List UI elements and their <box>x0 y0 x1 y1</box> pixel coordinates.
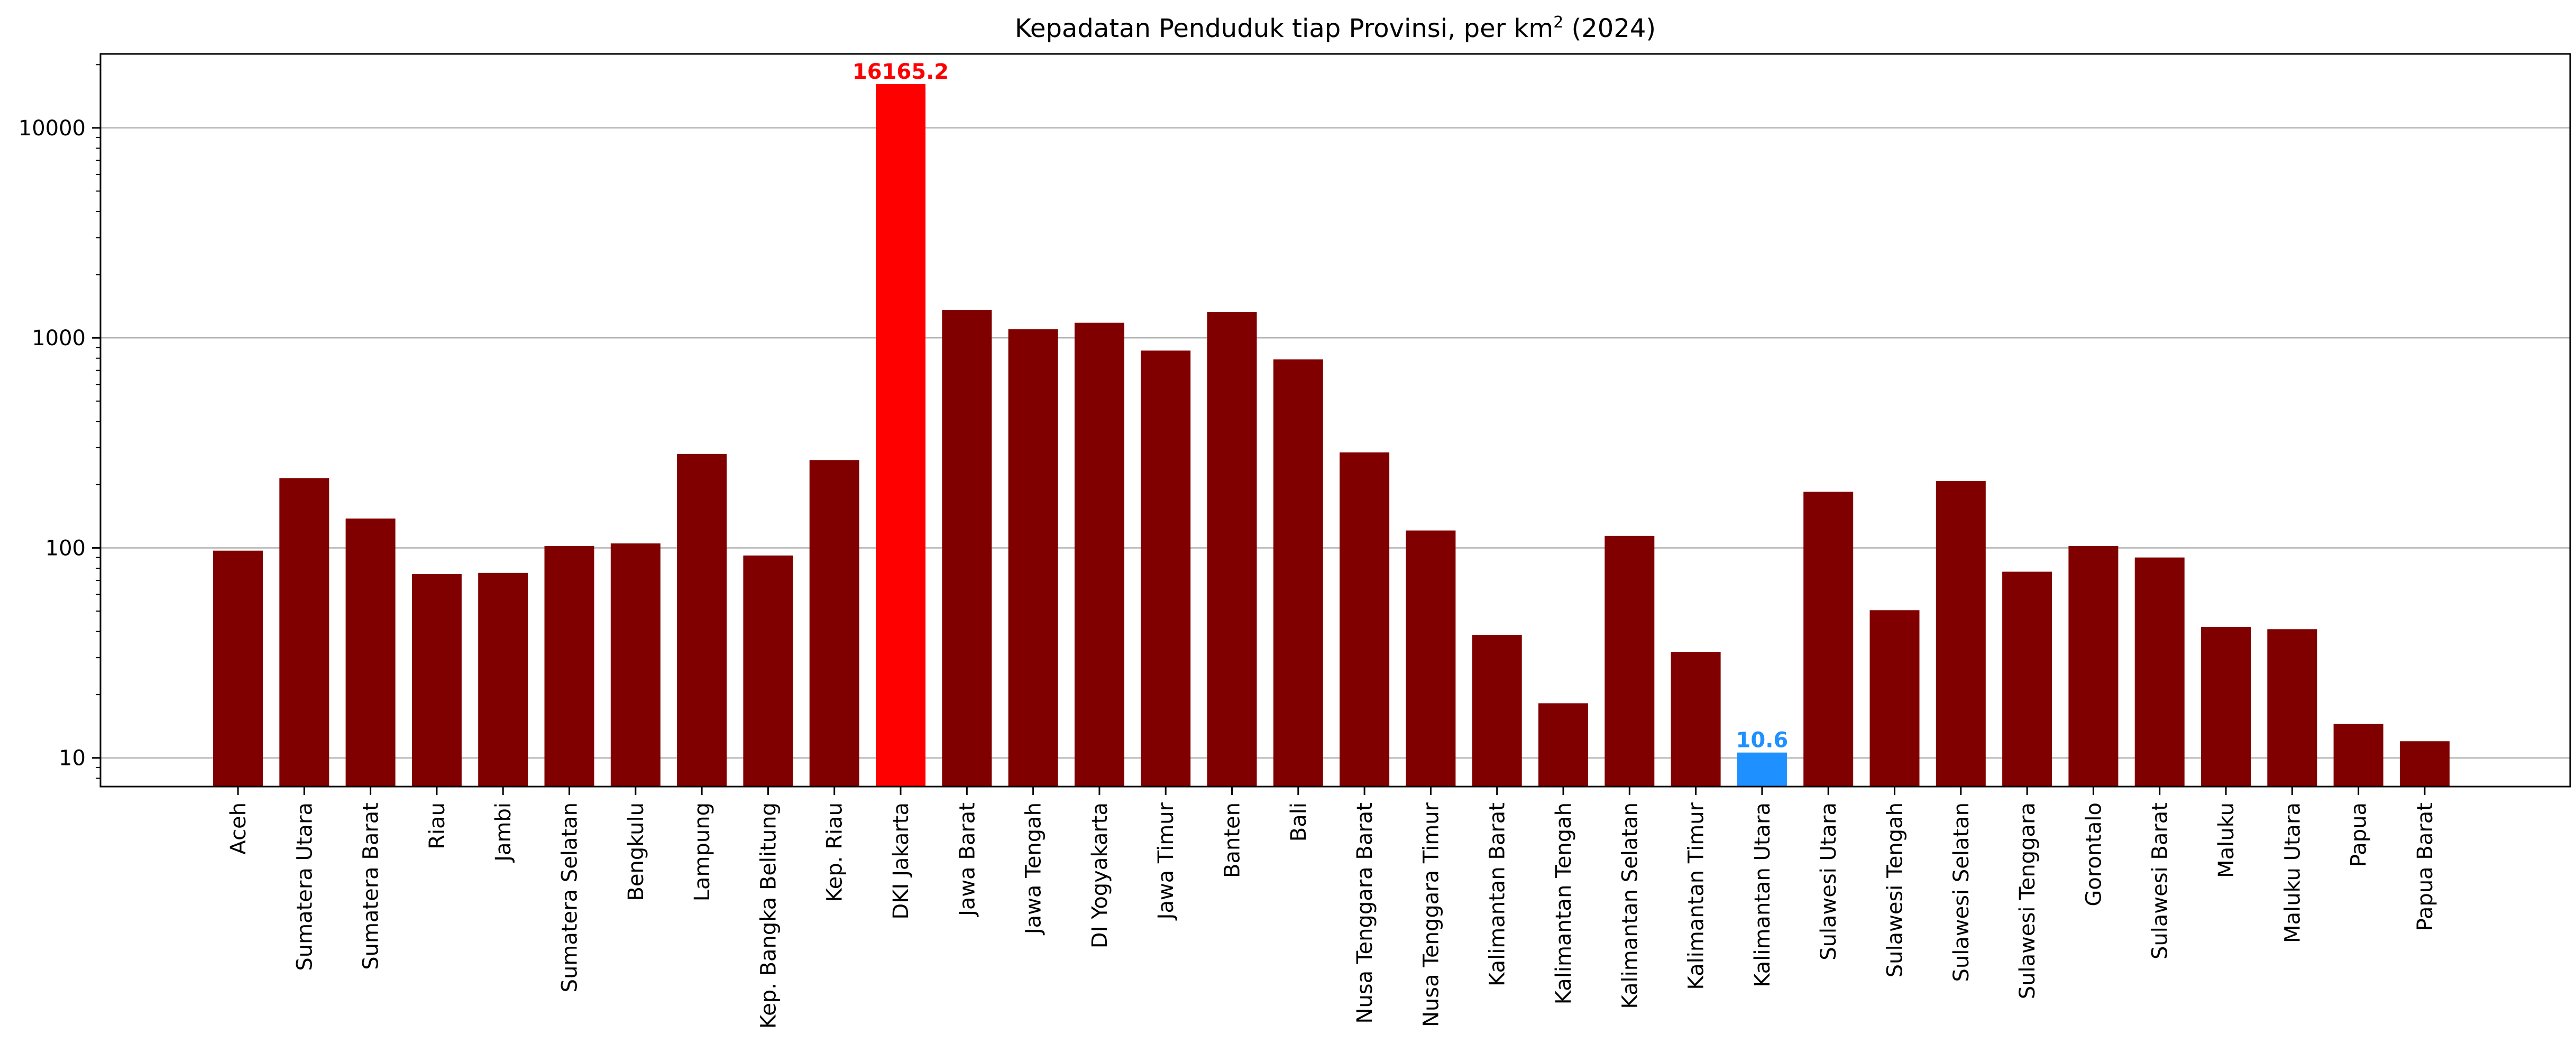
bar <box>1869 610 1920 787</box>
bar <box>942 310 992 787</box>
bar <box>411 574 462 787</box>
x-tick-label: Jawa Barat <box>955 802 979 918</box>
bar <box>279 478 329 787</box>
y-axis: 10 100 1000 10000 <box>19 64 100 779</box>
plot-frame <box>99 53 2571 788</box>
bar <box>345 518 396 787</box>
x-tick-label: Sumatera Utara <box>292 802 317 971</box>
x-tick-label: Maluku Utara <box>2280 802 2305 943</box>
x-tick-label: Sumatera Barat <box>359 802 383 970</box>
y-tick-label: 10000 <box>19 116 86 141</box>
bar <box>1141 350 1191 787</box>
bar <box>1605 535 1655 787</box>
x-tick-label: Kalimantan Utara <box>1750 802 1775 987</box>
x-tick-label: Banten <box>1221 802 1245 878</box>
bar <box>2333 724 2384 787</box>
bar <box>743 555 793 787</box>
bar <box>1671 652 1721 787</box>
bar <box>677 454 727 787</box>
grid-layer <box>100 127 2570 759</box>
bar <box>809 460 859 787</box>
bars-layer <box>213 84 2450 787</box>
chart-title: Kepadatan Penduduk tiap Provinsi, per km… <box>1015 13 1656 43</box>
x-tick-label: Bengkulu <box>624 802 648 901</box>
x-tick-label: Kalimantan Barat <box>1486 802 1510 986</box>
bar <box>1008 329 1058 787</box>
y-tick-label: 100 <box>45 536 86 560</box>
x-tick-label: DKI Jakarta <box>889 802 913 919</box>
bar <box>1207 311 1257 787</box>
x-tick-label: Sumatera Selatan <box>558 802 582 992</box>
x-tick-label: Bali <box>1287 802 1311 842</box>
x-tick-label: Nusa Tenggara Timur <box>1419 802 1443 1027</box>
x-tick-label: Kalimantan Timur <box>1684 802 1709 990</box>
x-tick-label: Kalimantan Selatan <box>1618 802 1642 1009</box>
y-tick-label: 10 <box>59 746 86 771</box>
x-tick-label: Jawa Tengah <box>1022 802 1046 936</box>
chart-title-superscript: 2 <box>1553 13 1563 32</box>
x-tick-label: Aceh <box>226 802 251 855</box>
bar <box>2002 571 2052 787</box>
x-tick-label: Nusa Tenggara Barat <box>1353 802 1377 1024</box>
x-axis: Aceh Sumatera Utara Sumatera Barat Riau Jamb… <box>226 787 2437 1029</box>
x-tick-label: Lampung <box>690 802 714 901</box>
x-tick-label: Jawa Timur <box>1154 802 1178 921</box>
x-tick-label: DI Yogyakarta <box>1088 802 1112 948</box>
data-labels-layer: 16165.2 10.6 <box>852 60 1788 753</box>
bar <box>1074 322 1124 787</box>
chart-title-main: Kepadatan Penduduk tiap Provinsi, per km <box>1015 14 1553 43</box>
bar <box>2201 627 2251 787</box>
bar <box>1472 635 1522 787</box>
x-tick-label: Riau <box>425 802 450 849</box>
bar <box>1803 492 1854 787</box>
y-tick-label: 1000 <box>32 326 86 350</box>
x-tick-label: Sulawesi Utara <box>1817 802 1841 960</box>
bar <box>2068 546 2119 787</box>
x-tick-label: Sulawesi Barat <box>2148 802 2172 959</box>
bar <box>1737 752 1787 787</box>
bar <box>610 543 661 787</box>
bar <box>2267 629 2317 787</box>
bar <box>1936 481 1986 787</box>
bar <box>1538 703 1588 787</box>
bar <box>1340 452 1390 787</box>
bar <box>478 572 528 787</box>
x-tick-label: Kalimantan Tengah <box>1552 802 1576 1004</box>
x-tick-label: Kep. Riau <box>823 802 847 902</box>
x-tick-label: Gorontalo <box>2082 802 2106 907</box>
bar <box>1273 359 1323 787</box>
chart-title-suffix: (2024) <box>1563 14 1656 43</box>
x-tick-label: Jambi <box>491 802 516 863</box>
bar <box>213 550 263 787</box>
x-tick-label: Sulawesi Selatan <box>1949 802 1974 982</box>
x-tick-label: Sulawesi Tenggara <box>2015 802 2040 999</box>
bar <box>876 84 925 787</box>
bar <box>2399 741 2450 787</box>
x-tick-label: Papua Barat <box>2413 802 2437 931</box>
bar <box>544 546 594 787</box>
data-label: 10.6 <box>1736 728 1789 753</box>
data-label: 16165.2 <box>852 60 949 84</box>
x-tick-label: Sulawesi Tengah <box>1883 802 1908 977</box>
x-tick-label: Maluku <box>2214 802 2239 878</box>
x-tick-label: Kep. Bangka Belitung <box>756 802 781 1029</box>
x-tick-label: Papua <box>2347 802 2371 867</box>
bar <box>2134 557 2185 787</box>
bar <box>1406 530 1456 787</box>
